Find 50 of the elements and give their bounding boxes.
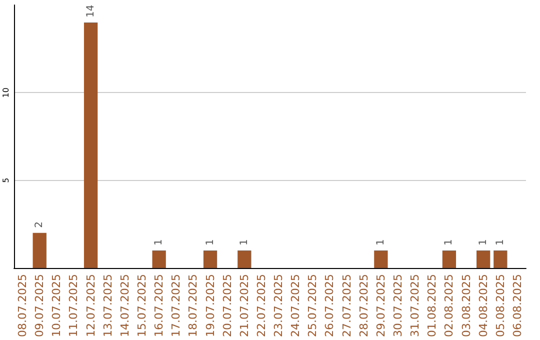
y-tick-label: 5 [2, 178, 10, 183]
bar [32, 232, 46, 268]
x-tick-label: 15.07.2025 [136, 274, 148, 337]
x-tick-label: 28.07.2025 [357, 274, 370, 337]
x-tick-label: 21.07.2025 [238, 274, 251, 337]
bar [84, 22, 98, 268]
y-tick-label: 10 [2, 88, 10, 98]
x-tick-label: 29.07.2025 [374, 274, 388, 337]
x-tick-label: 18.07.2025 [186, 274, 200, 337]
x-tick-label: 09.07.2025 [33, 274, 46, 337]
data-label: 1 [154, 239, 165, 246]
x-tick-label: 25.07.2025 [306, 274, 320, 337]
x-tick-label: 16.07.2025 [152, 274, 166, 337]
bar [238, 250, 252, 268]
x-tick-label: 19.07.2025 [204, 274, 217, 337]
bar [374, 250, 388, 268]
x-tick-label: 13.07.2025 [101, 274, 114, 337]
x-tick-label: 26.07.2025 [323, 274, 336, 337]
x-tick-label: 24.07.2025 [289, 274, 302, 337]
bar [152, 250, 166, 268]
x-tick-label: 12.07.2025 [84, 274, 98, 337]
x-tick-label: 02.08.2025 [442, 274, 456, 337]
x-tick-label: 06.08.2025 [510, 274, 524, 337]
data-label: 14 [85, 4, 96, 18]
x-tick-label: 31.07.2025 [408, 274, 422, 337]
data-label: 1 [444, 239, 455, 246]
x-tick-label: 20.07.2025 [220, 274, 234, 337]
bar [203, 250, 218, 268]
x-tick-label: 14.07.2025 [118, 274, 132, 337]
bar [442, 250, 456, 268]
x-tick-label: 22.07.2025 [254, 274, 268, 337]
data-label: 1 [494, 239, 506, 246]
x-tick-label: 10.07.2025 [50, 274, 64, 337]
data-label: 1 [375, 239, 386, 246]
x-tick-label: 04.08.2025 [476, 274, 490, 337]
x-tick-label: 27.07.2025 [340, 274, 354, 337]
x-tick-label: 03.08.2025 [460, 274, 473, 337]
data-label: 1 [238, 239, 250, 246]
x-tick-label: 30.07.2025 [392, 274, 404, 337]
data-label: 1 [478, 239, 489, 246]
bar [476, 250, 490, 268]
x-tick-label: 17.07.2025 [170, 274, 183, 337]
bar [494, 250, 508, 268]
x-tick-label: 23.07.2025 [272, 274, 286, 337]
x-tick-label: 11.07.2025 [67, 274, 80, 337]
data-label: 1 [204, 239, 216, 246]
data-label: 2 [34, 222, 46, 228]
x-tick-label: 08.07.2025 [16, 274, 30, 337]
x-tick-label: 05.08.2025 [494, 274, 507, 337]
x-tick-label: 01.08.2025 [426, 274, 439, 337]
